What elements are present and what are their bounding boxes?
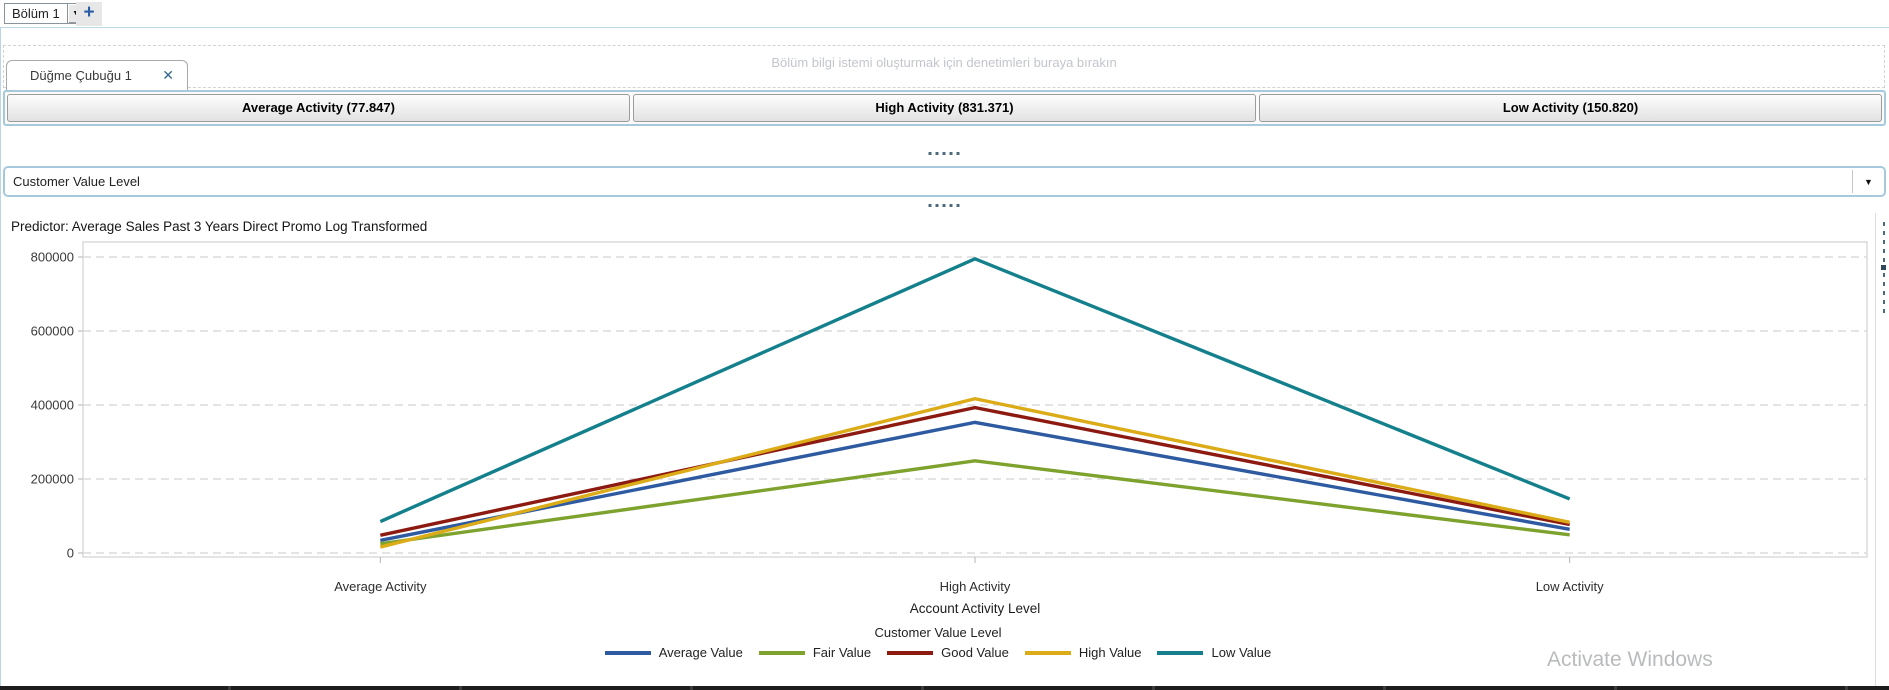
legend-swatch — [1024, 650, 1071, 655]
y-axis-tick-label: 800000 — [31, 250, 74, 265]
button-low-activity[interactable]: Low Activity (150.820) — [1259, 94, 1882, 122]
legend-swatch — [1157, 650, 1204, 655]
drag-handle-dropdown[interactable] — [928, 204, 962, 207]
legend-item-good-value[interactable]: Good Value — [887, 645, 1009, 660]
button-high-activity[interactable]: High Activity (831.371) — [633, 94, 1256, 122]
legend-label: Fair Value — [812, 645, 872, 660]
legend-item-high-value[interactable]: High Value — [1024, 645, 1142, 660]
section-top-bar: Bölüm 1 ▼ + — [0, 0, 1889, 28]
customer-value-level-dropdown[interactable]: Customer Value Level ▼ — [3, 166, 1886, 197]
legend-row: Average Value Fair Value Good Value High Va… — [604, 645, 1271, 660]
x-axis-title: Account Activity Level — [910, 601, 1041, 616]
resize-handle-dash — [1882, 222, 1885, 262]
resize-handle-dot — [1881, 265, 1886, 270]
x-axis-tick-label: High Activity — [940, 579, 1011, 594]
activate-windows-watermark: Activate Windows — [1547, 648, 1713, 671]
legend-item-average-value[interactable]: Average Value — [604, 645, 743, 660]
button-bar-panel: Average Activity (77.847) High Activity … — [3, 90, 1886, 126]
legend-label: Low Value — [1211, 645, 1272, 660]
legend-title: Customer Value Level — [874, 625, 1002, 640]
series-line-high-value[interactable] — [379, 396, 1571, 549]
series-line-low-value[interactable] — [379, 257, 1571, 524]
resize-handle-dash — [1882, 273, 1885, 313]
tab-dugme-cubugu-1[interactable]: Düğme Çubuğu 1 ✕ — [6, 60, 188, 90]
y-axis-tick-label: 400000 — [31, 398, 74, 413]
add-section-button[interactable]: + — [76, 2, 102, 26]
chart-panel: Predictor: Average Sales Past 3 Years Di… — [1, 213, 1876, 686]
legend-item-fair-value[interactable]: Fair Value — [758, 645, 872, 660]
legend-swatch — [758, 650, 805, 655]
dropdown-selected-value: Customer Value Level — [13, 174, 140, 189]
legend-item-low-value[interactable]: Low Value — [1157, 645, 1271, 660]
button-average-activity[interactable]: Average Activity (77.847) — [7, 94, 630, 122]
tab-label: Düğme Çubuğu 1 — [30, 68, 132, 83]
x-axis-tick-label: Low Activity — [1536, 579, 1604, 594]
legend-label: High Value — [1078, 645, 1142, 660]
drag-handle-button-bar[interactable] — [928, 152, 962, 155]
chart-title: Predictor: Average Sales Past 3 Years Di… — [11, 219, 428, 234]
legend-swatch — [604, 650, 651, 655]
dropdown-arrow-icon[interactable]: ▼ — [1852, 170, 1884, 193]
prompt-drop-zone[interactable]: Bölüm bilgi istemi oluşturmak için denet… — [3, 45, 1885, 88]
y-axis-tick-label: 0 — [67, 546, 74, 561]
legend-swatch — [887, 650, 934, 655]
line-chart-svg: 0 200000 400000 600000 800000 Average Activit… — [31, 241, 1868, 616]
panel-resize-handle[interactable] — [1881, 222, 1886, 322]
chart-legend: Customer Value Level Average Value Fair V… — [1, 625, 1875, 660]
x-axis-tick-label: Average Activity — [334, 579, 427, 594]
taskbar-edge — [0, 686, 1889, 690]
tab-close-icon[interactable]: ✕ — [162, 67, 174, 83]
section-selector[interactable]: Bölüm 1 ▼ — [4, 3, 85, 24]
section-selector-value: Bölüm 1 — [12, 6, 60, 21]
section-canvas: Bölüm bilgi istemi oluşturmak için denet… — [0, 28, 1889, 690]
legend-label: Good Value — [941, 645, 1009, 660]
series-line-good-value[interactable] — [379, 405, 1570, 537]
series-line-average-value[interactable] — [380, 420, 1570, 543]
drop-zone-hint: Bölüm bilgi istemi oluşturmak için denet… — [771, 55, 1117, 70]
y-axis-tick-label: 600000 — [31, 324, 74, 339]
y-axis-tick-label: 200000 — [31, 472, 74, 487]
legend-label: Average Value — [658, 645, 743, 660]
series-line-fair-value[interactable] — [380, 459, 1570, 546]
